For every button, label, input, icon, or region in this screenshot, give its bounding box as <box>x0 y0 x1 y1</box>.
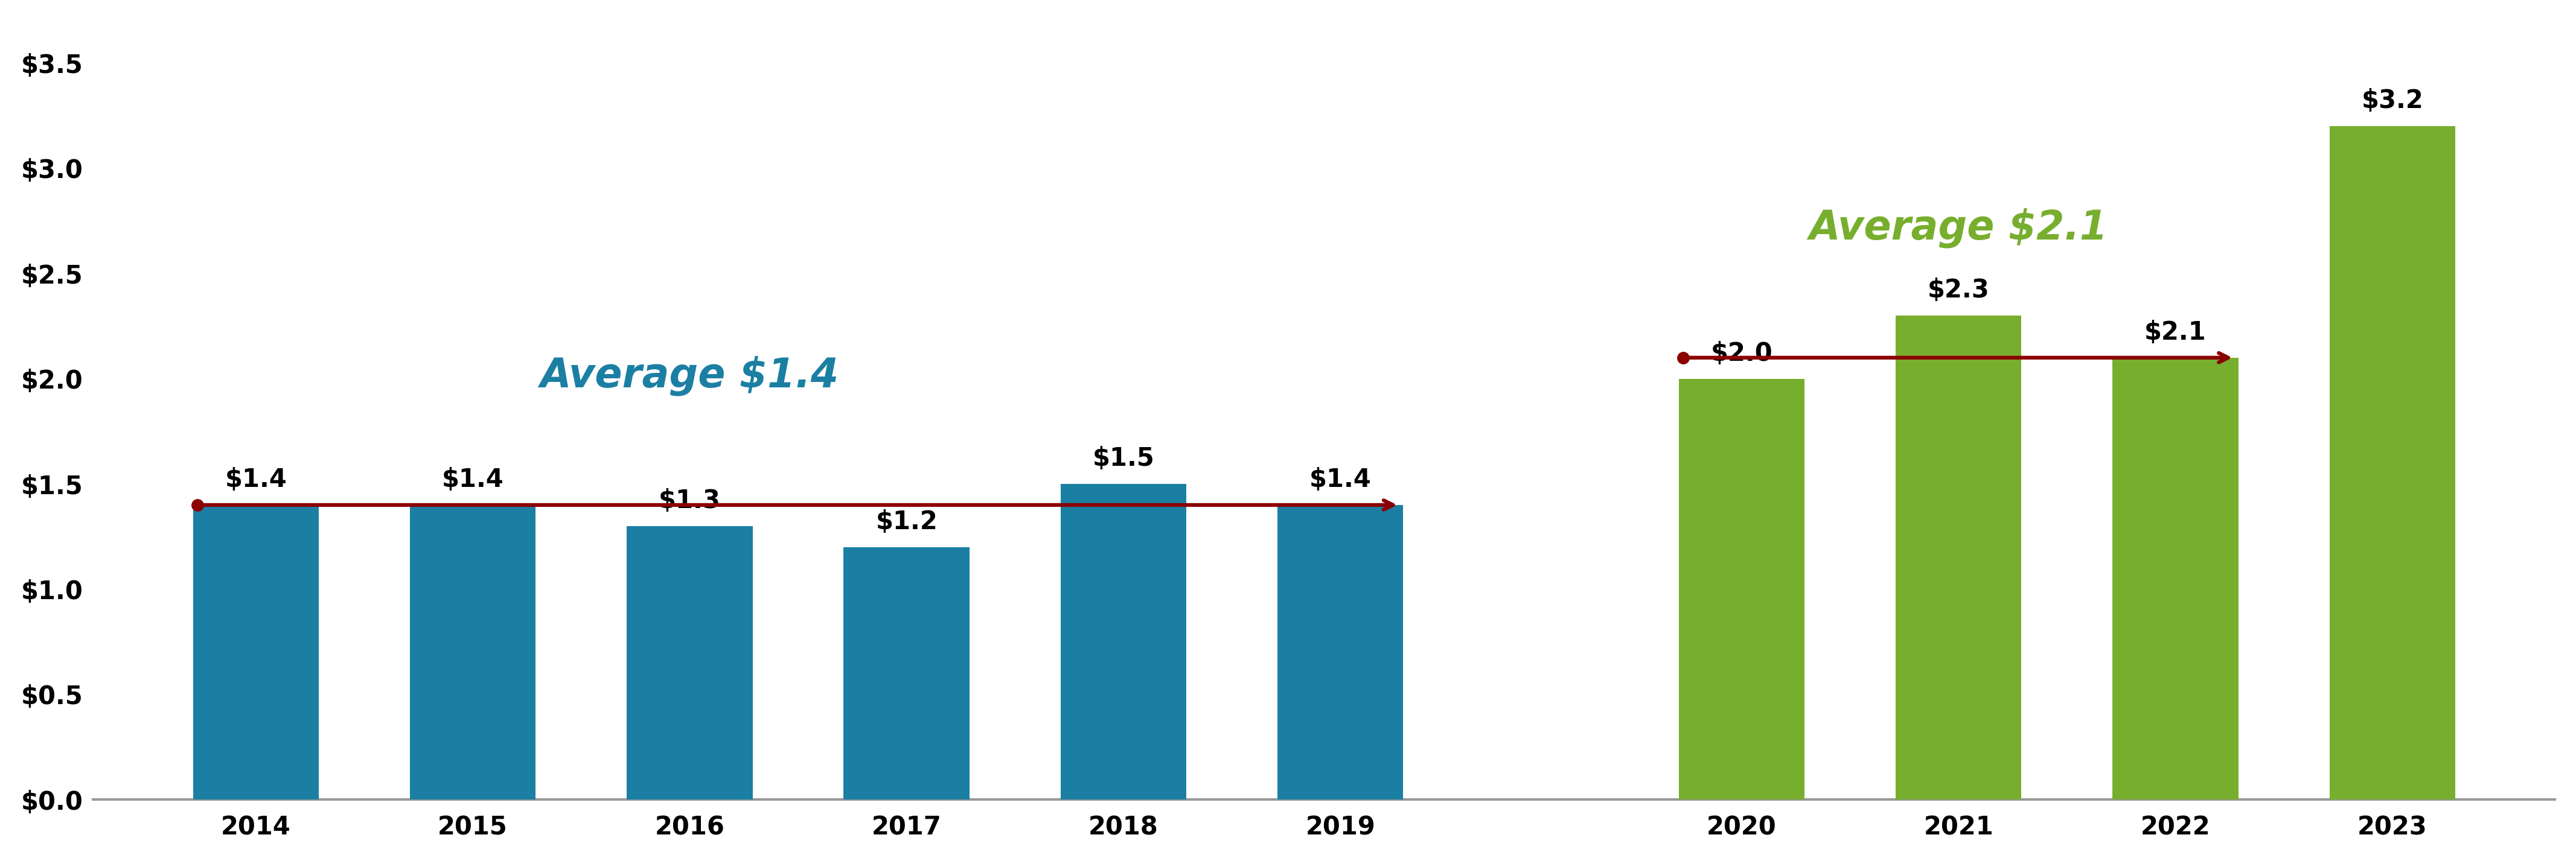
Bar <box>1896 316 2022 800</box>
Text: Average $1.4: Average $1.4 <box>541 356 840 395</box>
Bar <box>1680 379 1806 800</box>
Bar <box>2329 127 2455 800</box>
Text: $1.2: $1.2 <box>876 509 938 535</box>
Text: $1.4: $1.4 <box>1309 467 1370 492</box>
Bar <box>626 526 752 800</box>
Text: $1.4: $1.4 <box>224 467 286 492</box>
Text: $1.4: $1.4 <box>440 467 505 492</box>
Bar <box>1278 505 1404 800</box>
Text: $2.0: $2.0 <box>1710 341 1772 366</box>
Bar <box>842 547 969 800</box>
Bar <box>1061 484 1188 800</box>
Text: $2.3: $2.3 <box>1927 277 1989 303</box>
Text: $1.3: $1.3 <box>659 488 721 513</box>
Bar <box>410 505 536 800</box>
Bar <box>2112 357 2239 800</box>
Bar <box>193 505 319 800</box>
Text: Average $2.1: Average $2.1 <box>1808 208 2107 248</box>
Text: $1.5: $1.5 <box>1092 446 1154 471</box>
Text: $3.2: $3.2 <box>2362 88 2424 114</box>
Text: $2.1: $2.1 <box>2143 319 2208 345</box>
